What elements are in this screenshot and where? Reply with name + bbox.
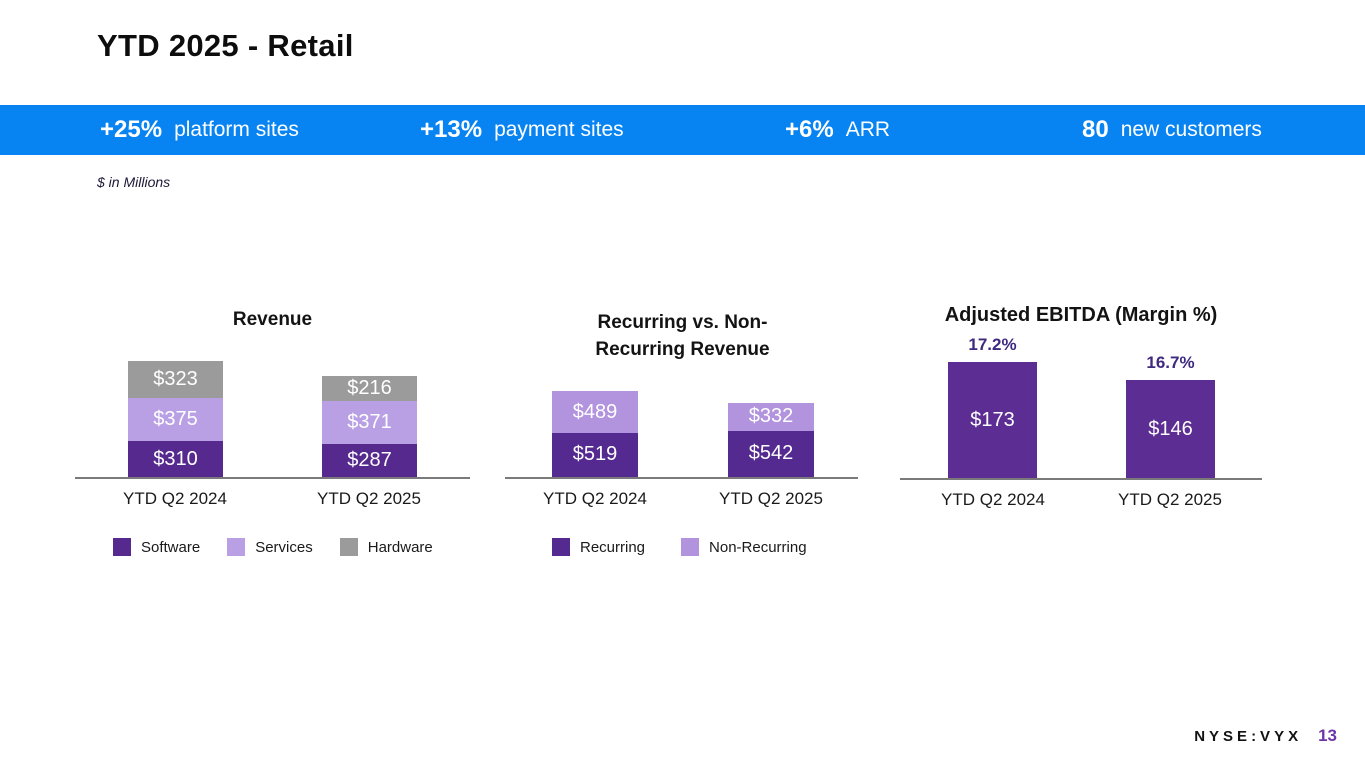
axis-label: YTD Q2 2025 <box>719 489 823 508</box>
chart-title-line: Recurring vs. Non- <box>597 312 768 333</box>
stat-label: new customers <box>1120 118 1262 141</box>
legend-label: Recurring <box>580 538 646 556</box>
banner-stat-platform-sites: +25% platform sites <box>100 105 299 155</box>
stat-label: ARR <box>845 118 891 141</box>
hardware-swatch-icon <box>339 538 358 556</box>
bar-segment: $216 <box>322 376 417 402</box>
bar-segment: $371 <box>322 401 417 444</box>
bar: $173 <box>948 362 1037 478</box>
chart-ebitda-axis <box>900 478 1262 480</box>
page-title: YTD 2025 - Retail <box>97 28 354 63</box>
stat-value: +6% <box>785 116 834 143</box>
ticker-label: NYSE:VYX <box>1194 728 1303 745</box>
chart-revenue-axis <box>75 477 470 479</box>
axis-label: YTD Q2 2025 <box>317 489 421 508</box>
bar-segment: $542 <box>728 430 814 477</box>
margin-percent-label: 16.7% <box>1146 353 1195 373</box>
chart-title-line: Recurring Revenue <box>595 339 770 360</box>
stat-value: +25% <box>100 116 163 143</box>
highlights-banner: +25% platform sites +13% payment sites +… <box>0 105 1365 155</box>
banner-stat-new-customers: 80 new customers <box>1082 105 1262 155</box>
axis-label: YTD Q2 2024 <box>543 489 647 508</box>
legend-item-non-recurring: Non-Recurring <box>681 538 807 556</box>
bar-value-label: $310 <box>153 447 198 470</box>
page-number: 13 <box>1318 726 1337 745</box>
bar-segment: $323 <box>128 361 223 399</box>
bar-value-label: $287 <box>347 448 392 471</box>
legend-item-hardware: Hardware <box>339 538 433 556</box>
bar-value-label: $216 <box>347 377 392 400</box>
non-recurring-swatch-icon <box>681 538 700 556</box>
bar-value-label: $375 <box>153 408 198 431</box>
axis-label: YTD Q2 2024 <box>123 489 227 508</box>
banner-stat-arr: +6% ARR <box>785 105 890 155</box>
axis-label: YTD Q2 2025 <box>1118 490 1222 509</box>
bar-value-label: $323 <box>153 368 198 391</box>
legend-label: Hardware <box>367 538 433 556</box>
stat-label: payment sites <box>494 118 624 141</box>
legend-label: Services <box>255 538 313 556</box>
bar-value-label: $146 <box>1148 417 1193 440</box>
margin-percent-label: 17.2% <box>968 335 1017 355</box>
stat-value: 80 <box>1082 116 1109 143</box>
chart-recurring-title: Recurring vs. Non- Recurring Revenue <box>505 309 860 363</box>
bar-value-label: $332 <box>748 405 794 428</box>
legend-label: Non-Recurring <box>709 538 807 556</box>
bar-segment: $519 <box>552 432 638 477</box>
axis-label: YTD Q2 2024 <box>941 490 1045 509</box>
legend-item-services: Services <box>227 538 313 556</box>
recurring-swatch-icon <box>552 538 570 556</box>
chart-revenue-title: Revenue <box>232 309 313 330</box>
units-note: $ in Millions <box>97 174 171 190</box>
stat-value: +13% <box>420 116 483 143</box>
chart-revenue-legend: Software Services Hardware <box>113 538 433 556</box>
bar-value-label: $173 <box>970 408 1015 431</box>
chart-recurring-axis <box>505 477 858 479</box>
bar: $146 <box>1126 380 1215 478</box>
bar-segment: $287 <box>322 443 417 477</box>
chart-recurring-legend: Recurring Non-Recurring <box>552 538 807 556</box>
bar-segment: $375 <box>128 398 223 442</box>
bar-segment: $332 <box>728 402 814 431</box>
stat-label: platform sites <box>174 118 299 141</box>
bar-value-label: $542 <box>748 442 794 465</box>
bar-value-label: $489 <box>572 400 618 423</box>
bar-value-label: $519 <box>572 443 618 466</box>
legend-item-software: Software <box>113 538 200 556</box>
legend-item-recurring: Recurring <box>552 538 645 556</box>
bar-segment: $489 <box>552 391 638 433</box>
services-swatch-icon <box>227 538 246 556</box>
bar-segment: $310 <box>128 441 223 477</box>
legend-label: Software <box>141 538 201 556</box>
banner-stat-payment-sites: +13% payment sites <box>420 105 624 155</box>
bar-value-label: $371 <box>347 411 392 434</box>
chart-ebitda-title: Adjusted EBITDA (Margin %) <box>944 304 1218 326</box>
software-swatch-icon <box>113 538 131 556</box>
slide-footer: NYSE:VYX 13 <box>1194 726 1337 746</box>
